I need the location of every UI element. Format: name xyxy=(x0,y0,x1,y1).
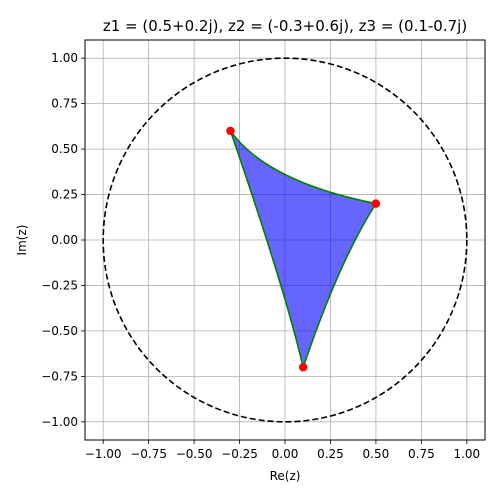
x-axis: −1.00 −0.75 −0.50 −0.25 0.00 0.25 0.50 0.75 1.00 xyxy=(85,440,480,461)
x-tick-label: 0.75 xyxy=(408,447,435,461)
y-tick-label: −1.00 xyxy=(41,415,78,429)
y-tick-label: 1.00 xyxy=(51,51,78,65)
points-layer xyxy=(226,126,381,372)
x-axis-label: Re(z) xyxy=(270,469,301,483)
triangle-edge xyxy=(229,130,304,368)
x-tick-label: −0.25 xyxy=(221,447,258,461)
triangle-edge xyxy=(302,203,377,368)
x-tick-label: −1.00 xyxy=(85,447,122,461)
y-tick-label: −0.75 xyxy=(41,369,78,383)
unit-circle-layer xyxy=(102,57,468,423)
x-tick-label: 0.00 xyxy=(272,447,299,461)
y-tick-label: −0.25 xyxy=(41,278,78,292)
y-axis-label: Im(z) xyxy=(15,225,29,256)
x-tick-label: 0.50 xyxy=(363,447,390,461)
y-tick-label: 0.25 xyxy=(51,188,78,202)
x-tick-label: −0.50 xyxy=(176,447,213,461)
y-tick-label: 0.75 xyxy=(51,97,78,111)
point-z3 xyxy=(298,363,308,372)
x-tick-label: 0.25 xyxy=(317,447,344,461)
y-tick-label: −0.50 xyxy=(41,324,78,338)
y-axis: 1.00 0.75 0.50 0.25 0.00 −0.25 −0.50 −0.75 −1.00 xyxy=(41,51,85,429)
x-tick-label: 1.00 xyxy=(453,447,480,461)
chart-title: z1 = (0.5+0.2j), z2 = (-0.3+0.6j), z3 = … xyxy=(103,17,467,35)
point-z2 xyxy=(226,126,235,136)
y-tick-label: 0.00 xyxy=(51,233,78,247)
point-z1 xyxy=(371,199,381,208)
triangle-fill xyxy=(230,130,376,368)
y-tick-label: 0.50 xyxy=(51,142,78,156)
x-tick-label: −0.75 xyxy=(130,447,167,461)
triangle-edge xyxy=(229,130,377,205)
triangle-layer xyxy=(229,130,377,368)
unit-circle xyxy=(102,57,468,423)
